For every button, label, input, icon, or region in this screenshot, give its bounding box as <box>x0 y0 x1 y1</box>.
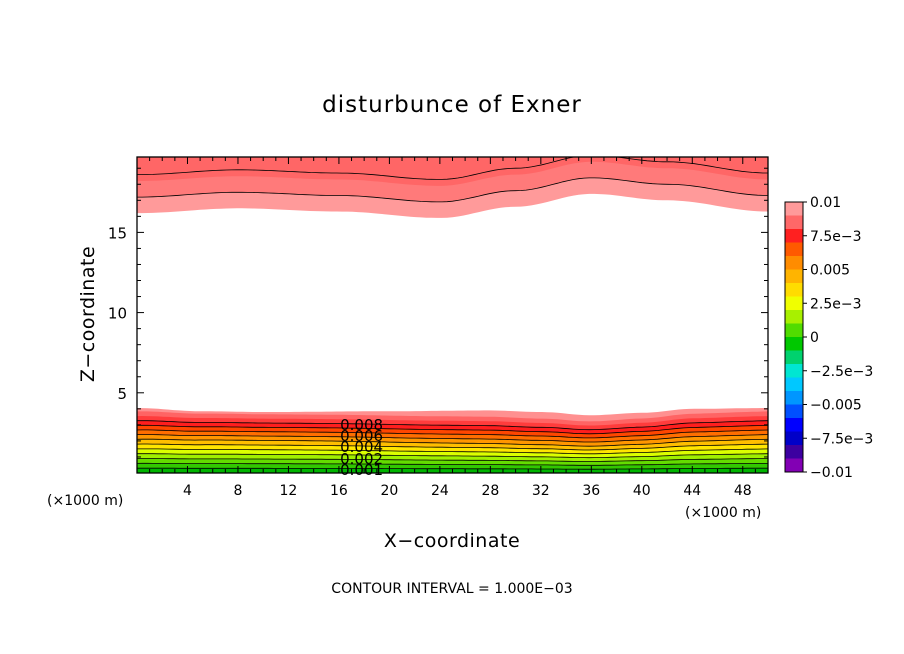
bottom-contour-3 <box>137 453 769 459</box>
colorbar-swatch <box>785 445 803 459</box>
colorbar-label: −2.5e−3 <box>810 364 873 380</box>
bottom-contour-4 <box>137 448 769 455</box>
contour-label: 0.002 <box>340 450 383 468</box>
x-tick-label: 4 <box>183 483 192 499</box>
bottom-contour-7 <box>137 434 769 443</box>
x-tick-label: 40 <box>633 483 651 499</box>
colorbar-label: −7.5e−3 <box>810 431 873 447</box>
contour-label: 0.008 <box>340 416 383 434</box>
colorbar-label: −0.005 <box>810 398 862 414</box>
x-tick-label: 8 <box>234 483 243 499</box>
colorbar-swatch <box>785 283 803 297</box>
bottom-contour-2 <box>137 458 769 462</box>
colorbar-swatch <box>785 404 803 419</box>
contour-label: 0.004 <box>340 438 383 456</box>
colorbar-swatch <box>785 229 803 243</box>
y-tick-label: 10 <box>108 305 127 323</box>
x-axis-ticks: 4 8 12 16 20 24 28 32 36 40 44 48 <box>149 157 756 499</box>
top-band-2 <box>137 157 768 186</box>
colorbar-label: 0.01 <box>810 195 841 211</box>
chart-title: disturbunce of Exner <box>322 92 582 118</box>
x-axis-label: X−coordinate <box>384 530 520 552</box>
colorbar-swatch <box>785 215 803 230</box>
colorbar-label: 0.005 <box>810 263 850 279</box>
bottom-contour-1 <box>136 462 768 466</box>
colorbar-swatch <box>785 256 803 270</box>
colorbar-swatch <box>785 269 803 284</box>
x-tick-label: 12 <box>279 483 297 499</box>
bottom-contour-5 <box>136 443 769 451</box>
top-contour-0 <box>137 177 769 203</box>
colorbar-swatch <box>785 202 803 216</box>
bottom-contour-9 <box>136 424 769 435</box>
bottom-contour-6 <box>136 438 769 447</box>
x-tick-label: 48 <box>734 483 752 499</box>
y-tick-label: 5 <box>117 385 127 403</box>
contour-label: 0.006 <box>340 427 383 445</box>
y-axis-label: Z−coordinate <box>77 246 99 382</box>
colorbar-swatch <box>785 431 803 446</box>
y-unit-label: (×1000 m) <box>47 493 123 509</box>
colorbar-swatch <box>785 377 803 392</box>
bottom-contour-8 <box>136 429 769 439</box>
colorbar-label: 0 <box>810 330 819 346</box>
x-tick-label: 28 <box>481 483 499 499</box>
x-tick-label: 32 <box>532 483 550 499</box>
contour-interval-footer: CONTOUR INTERVAL = 1.000E−03 <box>331 581 572 597</box>
x-tick-label: 44 <box>683 483 701 499</box>
colorbar-swatch <box>785 350 803 365</box>
colorbar-swatch <box>785 458 803 473</box>
colorbar-swatch <box>785 337 803 351</box>
contour-lines <box>136 156 769 470</box>
bottom-contour-0 <box>137 467 768 470</box>
colorbar-swatch <box>785 391 803 405</box>
x-tick-label: 20 <box>380 483 398 499</box>
colorbar-swatch <box>785 310 803 324</box>
contour-label: 0.001 <box>340 461 383 479</box>
colorbar-swatch <box>785 364 803 378</box>
x-tick-label: 24 <box>431 483 449 499</box>
bottom-contour-10 <box>137 420 769 431</box>
colorbar-swatch <box>785 323 803 338</box>
y-tick-label: 15 <box>108 224 127 242</box>
colorbar-label: 7.5e−3 <box>810 229 862 245</box>
colorbar-label: 2.5e−3 <box>810 296 862 312</box>
colorbar-swatch <box>785 296 803 311</box>
colorbar-swatch <box>785 242 803 257</box>
colorbar-label: −0.01 <box>810 465 853 481</box>
top-contour-1 <box>137 156 768 180</box>
x-unit-label: (×1000 m) <box>685 505 761 521</box>
colorbar-swatch <box>785 418 803 432</box>
x-tick-label: 16 <box>330 483 348 499</box>
x-tick-label: 36 <box>582 483 600 499</box>
colorbar: 0.01 7.5e−3 0.005 2.5e−3 0 −2.5e−3 −0.005 −7.5e… <box>784 195 873 481</box>
y-axis-ticks: 5 10 15 <box>108 167 768 458</box>
